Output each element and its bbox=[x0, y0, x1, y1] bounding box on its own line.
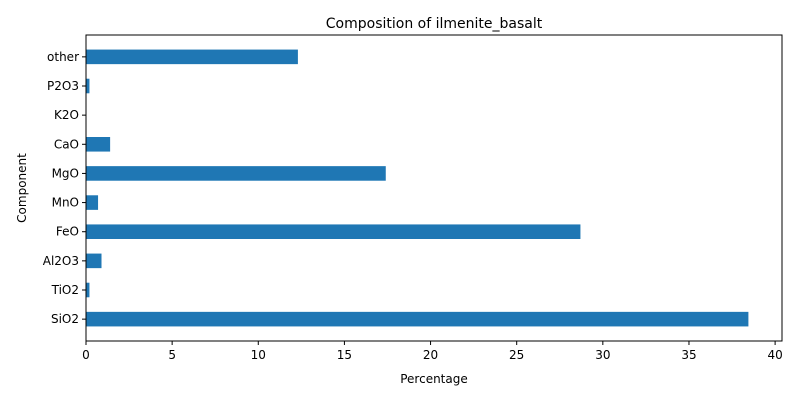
y-tick-label: SiO2 bbox=[51, 312, 79, 326]
bar-feo bbox=[86, 224, 581, 239]
chart-title: Composition of ilmenite_basalt bbox=[326, 16, 543, 32]
bar-al2o3 bbox=[86, 253, 102, 269]
bar-tio2 bbox=[86, 282, 90, 298]
bars-group bbox=[86, 49, 749, 327]
y-tick-label: Al2O3 bbox=[43, 254, 79, 268]
x-tick-label: 15 bbox=[337, 348, 352, 362]
y-tick-label: TiO2 bbox=[51, 283, 79, 297]
x-tick-label: 5 bbox=[168, 348, 176, 362]
y-axis-label: Component bbox=[15, 153, 29, 223]
x-tick-label: 30 bbox=[595, 348, 610, 362]
x-tick-label: 20 bbox=[423, 348, 438, 362]
y-tick-label: MnO bbox=[52, 196, 79, 210]
x-axis-label: Percentage bbox=[400, 372, 468, 386]
x-axis: 0 5 10 15 20 25 30 35 40 bbox=[82, 341, 783, 362]
x-tick-label: 40 bbox=[767, 348, 782, 362]
bar-mgo bbox=[86, 166, 386, 181]
y-tick-label: CaO bbox=[54, 137, 79, 151]
x-tick-label: 25 bbox=[509, 348, 524, 362]
bar-cao bbox=[86, 137, 111, 152]
y-tick-label: FeO bbox=[56, 225, 79, 239]
bar-other bbox=[86, 49, 298, 65]
y-tick-label: K2O bbox=[54, 108, 79, 122]
plot-frame bbox=[85, 34, 783, 342]
bar-sio2 bbox=[86, 311, 749, 327]
x-tick-label: 35 bbox=[681, 348, 696, 362]
y-tick-label: MgO bbox=[52, 166, 79, 180]
x-tick-label: 10 bbox=[251, 348, 266, 362]
y-axis: SiO2 TiO2 Al2O3 FeO MnO MgO CaO K2O P2O3 other bbox=[43, 50, 86, 326]
y-tick-label: other bbox=[47, 50, 79, 64]
bar-mno bbox=[86, 195, 99, 210]
x-tick-label: 0 bbox=[82, 348, 90, 362]
y-tick-label: P2O3 bbox=[47, 79, 79, 93]
bar-p2o3 bbox=[86, 78, 90, 94]
